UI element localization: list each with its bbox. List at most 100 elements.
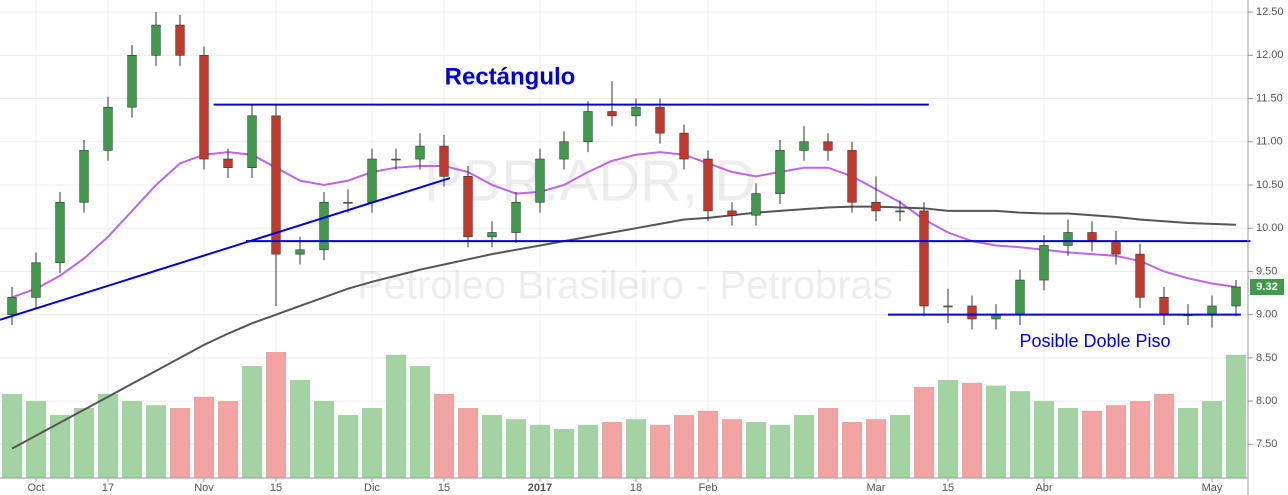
candle-body [583, 111, 593, 143]
candle-body [847, 150, 857, 203]
y-tick-label: 9.00 [1256, 309, 1277, 321]
candle-body [823, 141, 833, 151]
y-tick-label: 10.00 [1256, 222, 1284, 234]
candle-body [415, 145, 425, 160]
volume-bar [193, 396, 215, 478]
candle-body [295, 249, 305, 255]
y-tick-label: 11.50 [1256, 92, 1283, 104]
x-tick-label: Nov [194, 482, 214, 494]
candle-body [79, 150, 89, 203]
axes: 7.50 8.00 8.50 9.00 9.50 10.00 10.50 11.00 11.50… [27, 6, 1284, 494]
volume-bar [1033, 401, 1055, 478]
candle-body [247, 115, 257, 168]
volume-bar [961, 382, 983, 478]
y-tick-label: 8.00 [1256, 395, 1277, 407]
trendlines [0, 103, 1251, 321]
volume-bar [1177, 408, 1199, 478]
candle-body [55, 201, 65, 264]
candle-body [943, 305, 953, 308]
volume-bar [1057, 408, 1079, 478]
candle-body [1207, 305, 1217, 315]
volume-bar [673, 415, 695, 478]
candle-body [871, 201, 881, 212]
volume-bar [553, 429, 575, 478]
candle-body [463, 176, 473, 238]
volume-bar [889, 415, 911, 478]
y-tick-label: 7.50 [1256, 438, 1277, 450]
candle-body [727, 210, 737, 216]
volume-bar [985, 385, 1007, 478]
volume-bar [649, 424, 671, 478]
candle-body [751, 193, 761, 216]
candle-body [1231, 286, 1241, 307]
y-tick-label: 9.50 [1256, 265, 1277, 277]
x-tick-label: Mar [867, 482, 886, 494]
candle-body [1135, 253, 1145, 298]
volume-bar [169, 408, 191, 478]
volume-bar [217, 401, 239, 478]
candle-body [391, 158, 401, 161]
volume-bar [145, 405, 167, 478]
candle-body [511, 201, 521, 233]
annotation: Rectángulo [445, 63, 576, 90]
candle-body [175, 24, 185, 56]
candle-body [775, 150, 785, 194]
volume-bar [625, 419, 647, 478]
x-tick-label: 15 [270, 482, 282, 494]
candle-body [967, 305, 977, 320]
watermark: PBR.ADR, D [424, 148, 756, 213]
volume-bar [577, 424, 599, 478]
candle-body [31, 262, 41, 298]
annotation: Posible Doble Piso [1019, 331, 1170, 351]
volume-bar [1129, 401, 1151, 478]
x-tick-label: Feb [699, 482, 718, 494]
y-tick-label: 10.50 [1256, 179, 1284, 191]
volume [1, 352, 1247, 478]
candle-body [703, 158, 713, 212]
x-tick-label: May [1202, 482, 1223, 494]
y-tick-label: 12.50 [1256, 6, 1284, 18]
watermark-subtitle: Petroleo Brasileiro - Petrobras [357, 264, 893, 308]
x-tick-label: Abr [1035, 482, 1052, 494]
volume-bar [457, 408, 479, 478]
volume-bar [1009, 391, 1031, 478]
x-tick-label: 15 [942, 482, 954, 494]
volume-bar [841, 422, 863, 478]
x-tick-label: 17 [102, 482, 114, 494]
volume-bar [769, 424, 791, 478]
price-tag [1250, 278, 1284, 295]
volume-bar [1153, 394, 1175, 478]
volume-bar [817, 408, 839, 478]
candle-body [319, 201, 329, 251]
volume-bar [505, 419, 527, 478]
price-tag-label: 9.32 [1256, 281, 1277, 293]
volume-bar [481, 415, 503, 478]
candle-body [1159, 297, 1169, 315]
volume-bar [721, 419, 743, 478]
candle-body [199, 55, 209, 160]
candle-body [367, 158, 377, 203]
volume-bar [385, 354, 407, 478]
candle-body [271, 115, 281, 255]
volume-bar [265, 352, 287, 478]
volume-bar [793, 415, 815, 478]
volume-bar [1, 394, 23, 478]
y-tick-label: 11.00 [1256, 136, 1283, 148]
moving-average [11, 205, 1237, 450]
volume-bar [49, 415, 71, 478]
volume-bar [1225, 354, 1247, 478]
volume-bar [25, 401, 47, 478]
volume-bar [433, 394, 455, 478]
volume-bar [1105, 405, 1127, 478]
y-tick-label: 12.00 [1256, 49, 1284, 61]
moving-averages [11, 151, 1237, 450]
volume-bar [697, 410, 719, 478]
candle-body [1015, 279, 1025, 315]
x-tick-label: Dic [364, 482, 380, 494]
candle-body [1111, 240, 1121, 255]
x-tick-label: 15 [438, 482, 450, 494]
candle-body [655, 106, 665, 134]
volume-bar [313, 401, 335, 478]
